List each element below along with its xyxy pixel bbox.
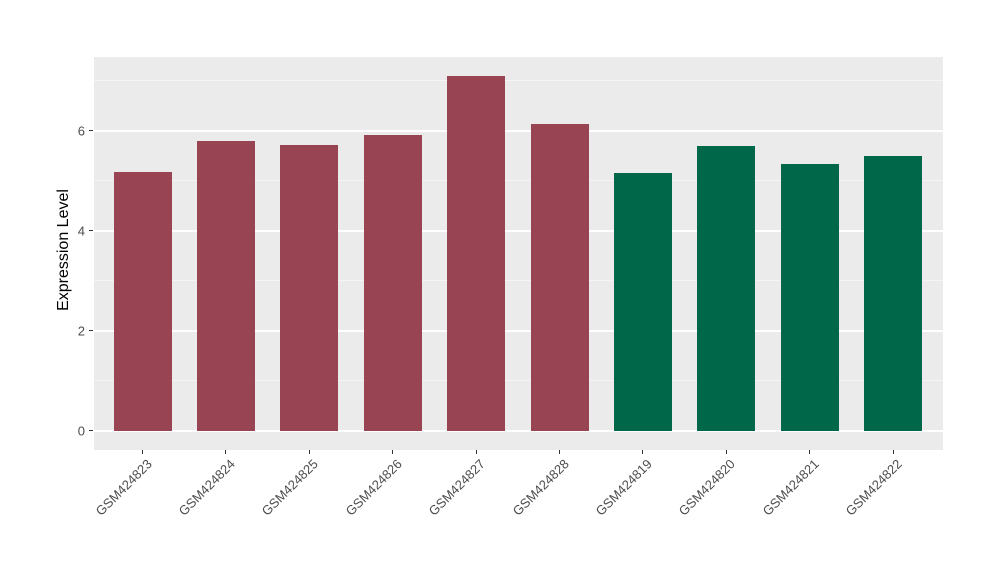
bar-GSM424820 <box>697 145 756 431</box>
x-axis-tick <box>225 450 227 454</box>
bar-GSM424823 <box>113 171 172 431</box>
x-axis-tick <box>809 450 811 454</box>
y-tick-label: 4 <box>77 223 85 239</box>
bar-GSM424825 <box>280 144 339 431</box>
y-tick-label: 0 <box>77 423 85 439</box>
y-axis-tick <box>89 330 93 332</box>
x-axis-tick <box>142 450 143 454</box>
bar-GSM424826 <box>363 135 422 431</box>
bar-GSM424821 <box>780 163 839 431</box>
major-gridline <box>94 329 943 332</box>
y-axis-tick <box>89 130 93 132</box>
major-gridline <box>94 129 943 132</box>
bar-GSM424828 <box>530 124 589 431</box>
major-gridline <box>94 229 943 232</box>
x-axis-tick <box>308 450 310 454</box>
minor-gridline <box>94 180 943 182</box>
x-axis-tick <box>642 450 644 454</box>
y-tick-label: 2 <box>77 323 85 339</box>
y-axis-tick <box>89 430 93 432</box>
minor-gridline <box>94 80 943 82</box>
minor-gridline <box>94 280 943 282</box>
y-axis-title: Expression Level <box>55 189 72 311</box>
major-gridline <box>94 429 943 432</box>
bar-GSM424827 <box>447 75 506 431</box>
x-axis-tick <box>892 450 894 454</box>
x-axis-tick <box>392 450 394 454</box>
bar-GSM424819 <box>613 172 672 431</box>
bar-GSM424824 <box>196 141 255 431</box>
plot-panel <box>94 57 943 450</box>
minor-gridline <box>94 380 943 382</box>
x-axis-tick <box>475 450 477 454</box>
y-axis-tick <box>89 230 93 232</box>
bar-GSM424822 <box>864 156 923 431</box>
x-axis-tick <box>725 450 727 454</box>
y-tick-label: 6 <box>77 123 85 139</box>
x-axis-tick <box>559 450 560 454</box>
